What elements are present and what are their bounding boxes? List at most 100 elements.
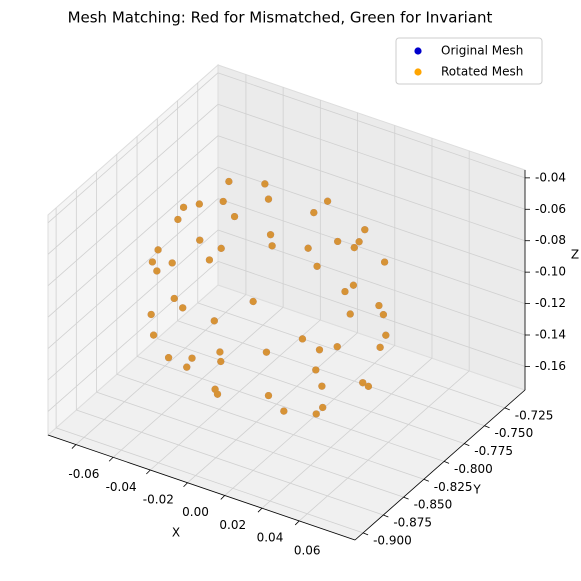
grid-line <box>217 198 526 304</box>
point <box>312 366 320 374</box>
point <box>280 407 288 415</box>
z-tick-label: -0.10 <box>535 265 566 279</box>
grid-line <box>177 320 485 427</box>
grid-line <box>47 166 219 318</box>
grid-line <box>116 373 424 480</box>
point <box>376 343 384 351</box>
x-tick <box>108 456 114 462</box>
point <box>375 301 383 310</box>
point <box>225 177 233 186</box>
point <box>195 200 203 208</box>
point <box>217 357 225 366</box>
x-axis-label: X <box>172 526 180 540</box>
z-tick-label: -0.04 <box>535 170 566 184</box>
point <box>211 385 219 393</box>
point <box>355 238 363 246</box>
point <box>264 391 273 400</box>
x-tick <box>294 520 300 526</box>
point <box>315 346 324 354</box>
point <box>381 258 389 266</box>
point <box>262 348 271 356</box>
grid-line <box>76 409 384 516</box>
grid-line <box>47 229 219 381</box>
point <box>249 297 257 306</box>
point <box>183 363 191 371</box>
point <box>323 197 332 205</box>
point <box>168 259 176 267</box>
y-tick <box>464 443 470 446</box>
point <box>164 354 173 362</box>
x-tick-label: -0.02 <box>143 493 174 507</box>
z-tick-label: -0.16 <box>535 359 566 373</box>
y-tick-label: -0.750 <box>495 426 534 440</box>
y-tick-label: -0.825 <box>434 480 473 494</box>
x-axis-line <box>47 434 356 541</box>
point <box>217 244 225 252</box>
grid-line <box>217 103 526 210</box>
x-tick-label: -0.04 <box>106 480 137 494</box>
point <box>179 304 187 312</box>
point <box>147 310 155 319</box>
y-tick <box>423 478 429 482</box>
grid-line <box>217 166 526 273</box>
grid-line <box>47 198 219 349</box>
x-tick <box>71 444 77 449</box>
point <box>170 294 178 303</box>
x-tick <box>257 507 263 513</box>
point <box>379 311 387 319</box>
point <box>148 258 156 266</box>
legend-label: Rotated Mesh <box>441 65 523 79</box>
point <box>361 226 369 234</box>
grid-line <box>47 72 219 224</box>
y-tick <box>383 514 389 518</box>
x-tick <box>220 495 226 500</box>
series <box>147 177 390 418</box>
point <box>205 256 214 264</box>
point <box>154 246 162 254</box>
grid-line <box>47 103 219 255</box>
point <box>304 244 312 252</box>
point <box>230 212 239 221</box>
z-tick-label: -0.14 <box>535 328 566 342</box>
y-tick-label: -0.775 <box>474 444 513 458</box>
point <box>210 317 218 325</box>
x-tick-label: 0.00 <box>182 505 209 519</box>
grid-line <box>217 135 526 242</box>
y-axis-label: Y <box>472 483 481 497</box>
point <box>174 215 182 224</box>
point <box>364 382 373 390</box>
x-tick <box>146 469 151 475</box>
grid-line <box>55 427 364 534</box>
grid-line <box>217 261 526 367</box>
point <box>153 267 161 275</box>
chart-title: Mesh Matching: Red for Mismatched, Green… <box>68 9 493 27</box>
grid-line <box>47 261 219 412</box>
legend-marker <box>414 68 422 76</box>
legend-label: Original Mesh <box>441 44 523 58</box>
point <box>266 231 275 239</box>
point <box>350 243 358 252</box>
grid-line <box>47 135 219 287</box>
z-axis-label: Z <box>571 248 579 262</box>
grid-line <box>136 356 445 462</box>
point <box>196 236 204 244</box>
y-tick-label: -0.725 <box>515 408 554 422</box>
x-tick-label: -0.06 <box>68 467 99 481</box>
point <box>382 331 390 339</box>
x-tick-label: 0.06 <box>294 543 321 557</box>
point <box>149 331 158 339</box>
point <box>333 343 341 351</box>
point <box>341 287 349 296</box>
point <box>310 208 318 217</box>
grid-line <box>157 338 465 444</box>
point <box>319 403 327 412</box>
point <box>334 237 342 246</box>
point <box>313 262 321 270</box>
z-tick-label: -0.06 <box>535 202 566 216</box>
point <box>268 242 276 250</box>
y-tick <box>484 425 490 429</box>
point <box>216 348 224 356</box>
y-tick <box>403 496 409 500</box>
x-tick <box>183 482 188 488</box>
